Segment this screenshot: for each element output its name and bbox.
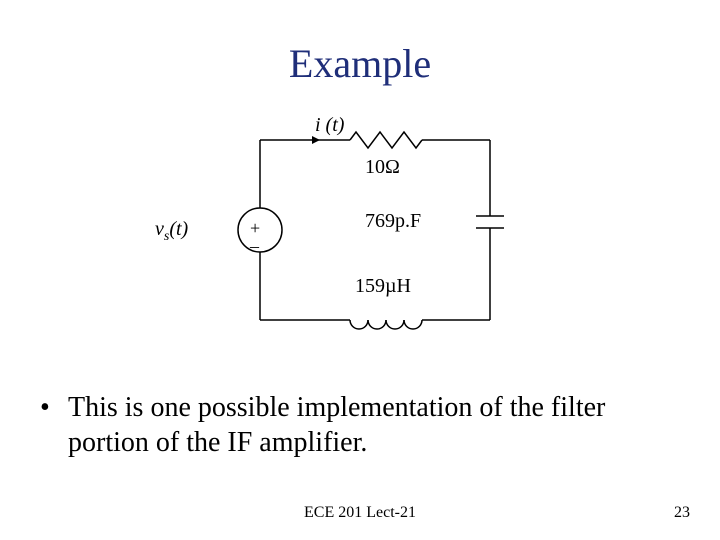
bullet-marker: • (40, 390, 68, 460)
capacitor-label: 769p.F (365, 210, 421, 233)
resistor-label: 10Ω (365, 156, 400, 179)
footer-center: ECE 201 Lect-21 (0, 504, 720, 522)
bullet-item: • This is one possible implementation of… (40, 390, 680, 460)
current-label: i (t) (315, 114, 344, 137)
circuit-diagram: vs(t) + – i (t) 10Ω 769p.F 159µH (200, 120, 520, 340)
polarity-minus: – (250, 236, 259, 257)
slide-title: Example (0, 40, 720, 87)
slide: Example (0, 0, 720, 540)
inductor-label: 159µH (355, 275, 411, 298)
bullet-text: This is one possible implementation of t… (68, 390, 680, 460)
footer-page-number: 23 (674, 504, 690, 522)
circuit-svg (200, 120, 520, 340)
source-label: vs(t) (155, 218, 188, 245)
